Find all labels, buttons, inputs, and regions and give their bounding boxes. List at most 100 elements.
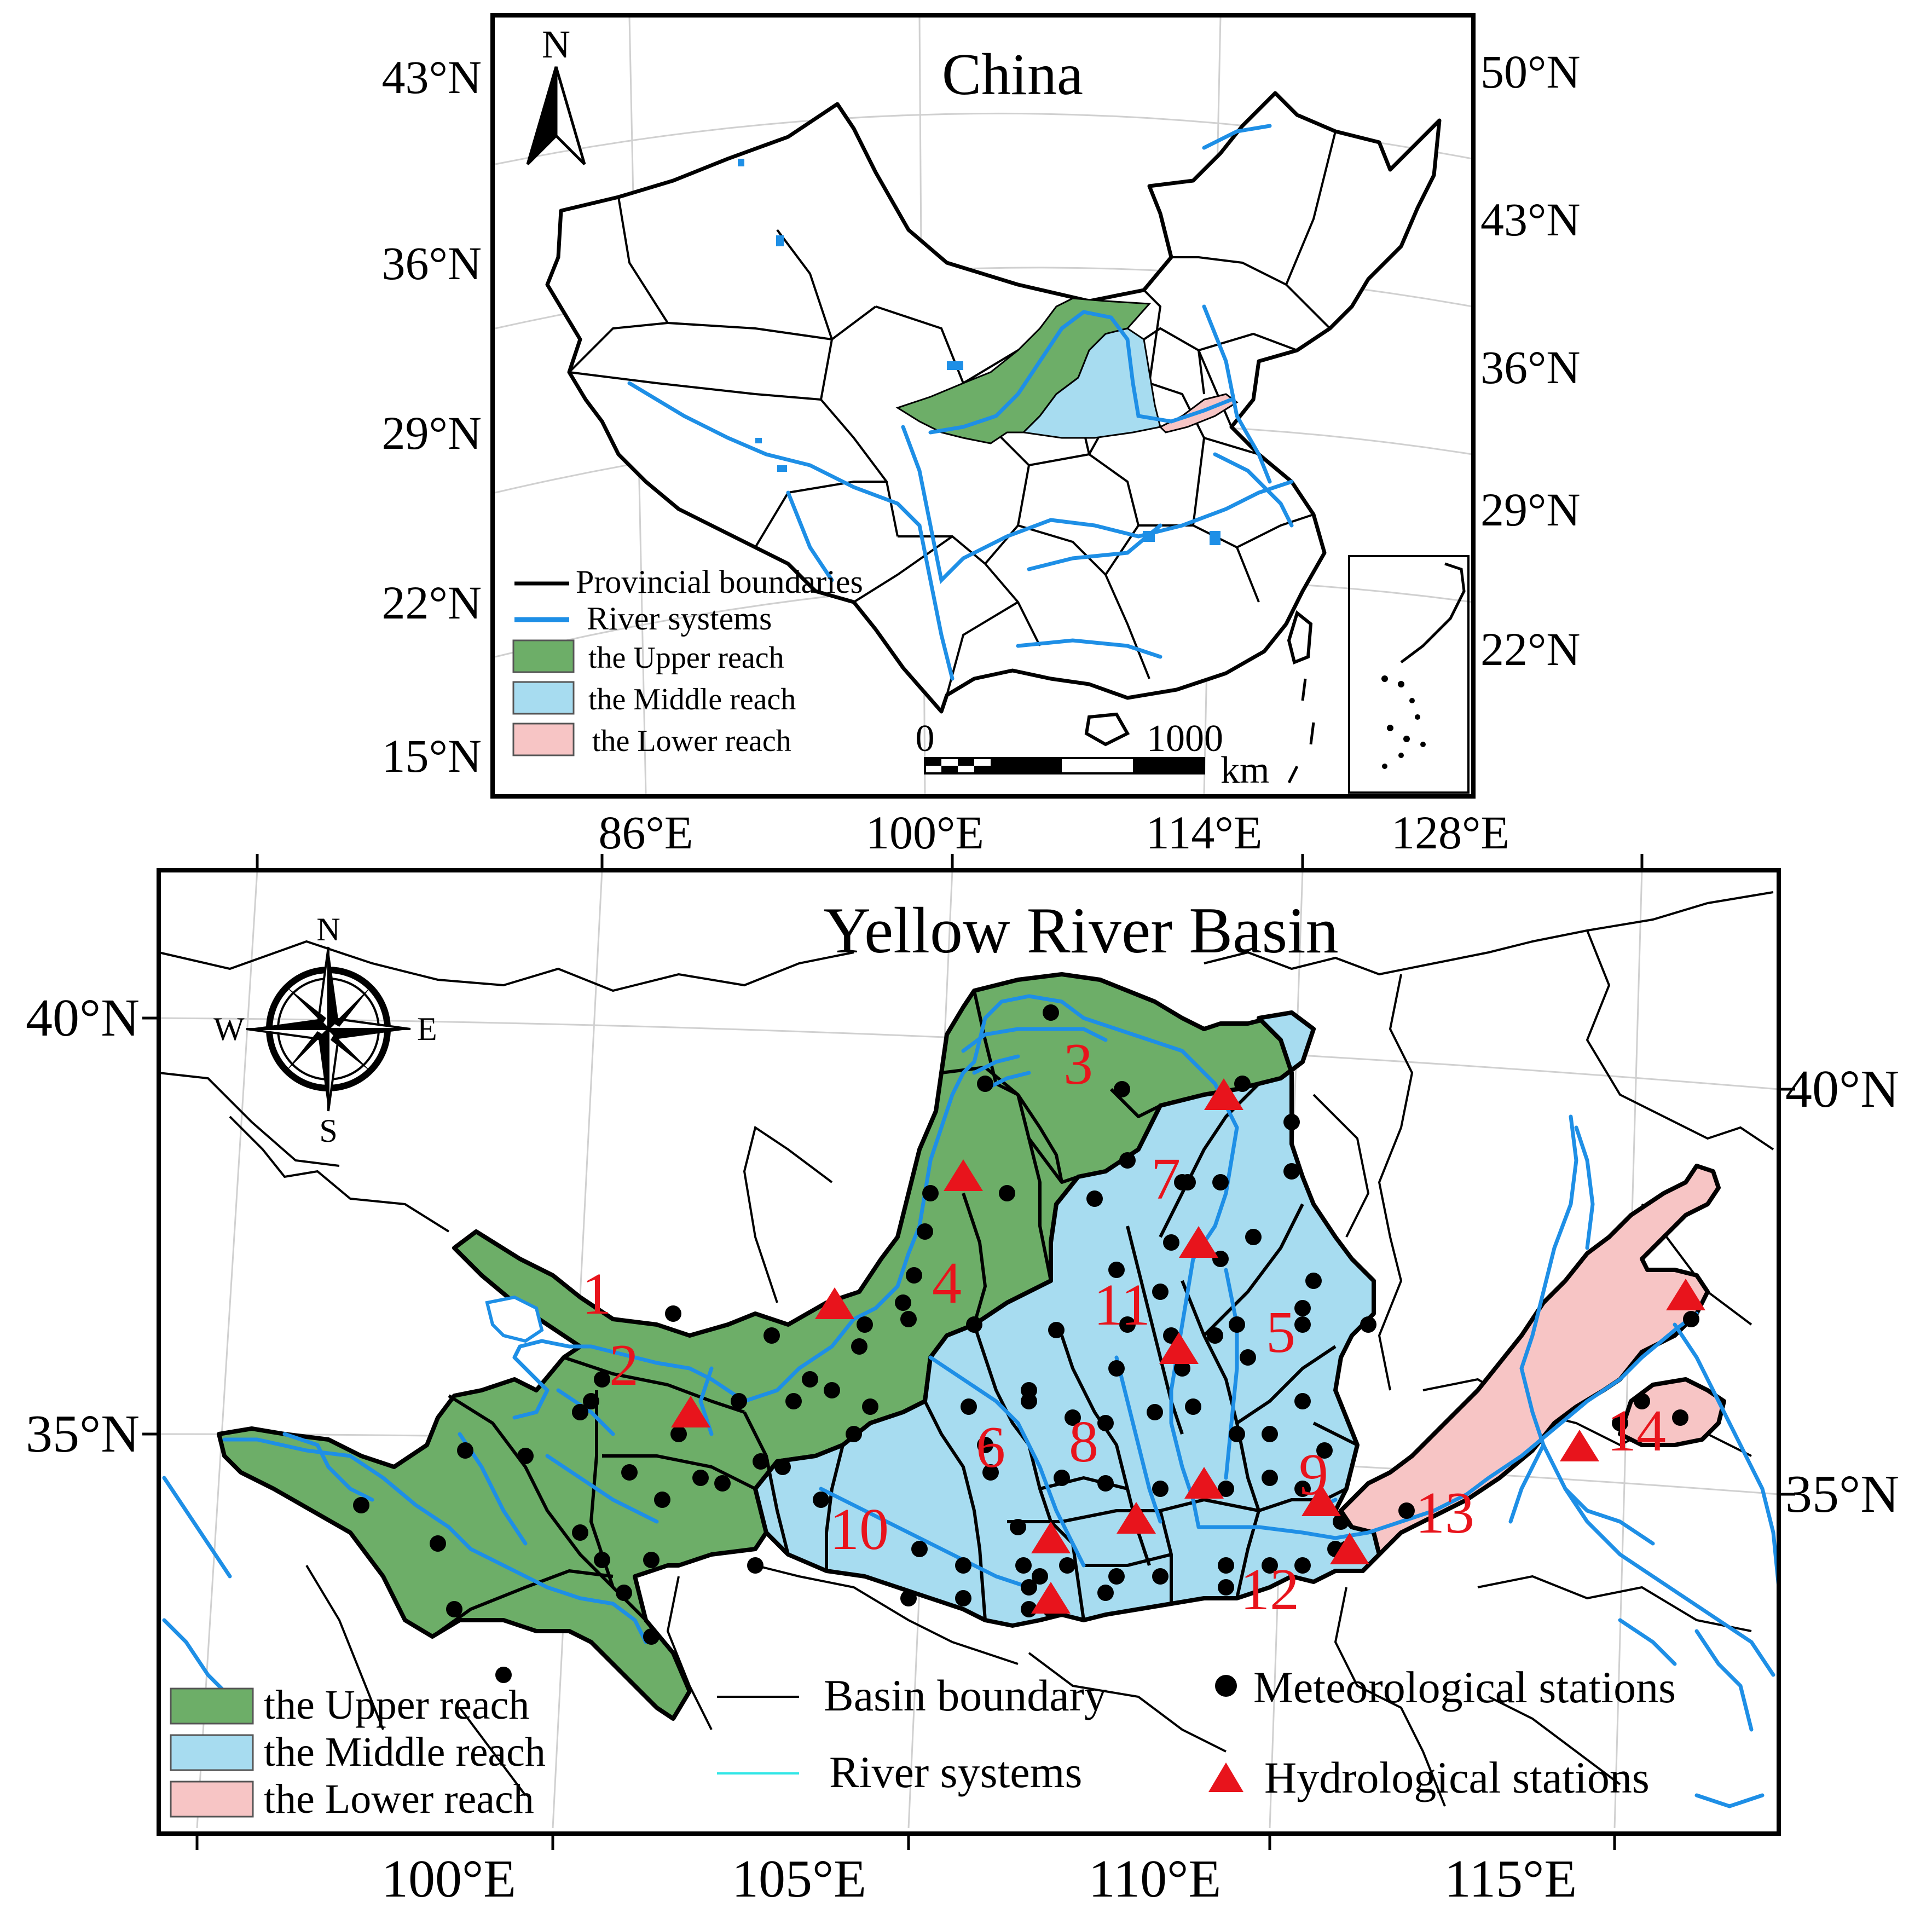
china-lat-right-36: 36°N bbox=[1480, 341, 1581, 394]
basin-legend-rivers-label: River systems bbox=[829, 1747, 1082, 1797]
basin-legend-lower-label: the Lower reach bbox=[264, 1776, 534, 1822]
subbasin-label-8: 8 bbox=[1069, 1409, 1098, 1475]
basin-lat-right-40: 40°N bbox=[1785, 1060, 1899, 1119]
basin-lat-right-35: 35°N bbox=[1785, 1465, 1899, 1524]
china-lon-128: 128°E bbox=[1391, 806, 1509, 859]
legend-lower-swatch bbox=[512, 722, 575, 756]
subbasin-label-2: 2 bbox=[609, 1333, 639, 1398]
basin-legend-met-symbol bbox=[1215, 1675, 1237, 1697]
compass-rose: N S E W bbox=[213, 911, 437, 1149]
compass-s-label: S bbox=[319, 1113, 337, 1149]
china-lon-114: 114°E bbox=[1146, 806, 1263, 859]
subbasin-label-4: 4 bbox=[932, 1251, 962, 1316]
basin-lon-labels: 100°E 105°E 110°E 115°E bbox=[381, 1849, 1577, 1909]
qinghai-lake bbox=[485, 1295, 544, 1343]
compass-w-label: W bbox=[213, 1011, 245, 1047]
legend-middle-swatch bbox=[512, 681, 575, 715]
compass-n-label: N bbox=[316, 911, 340, 947]
meteorological-stations bbox=[353, 1004, 1699, 1683]
basin-legend-met-label: Meteorological stations bbox=[1253, 1662, 1676, 1712]
hainan-island bbox=[1084, 712, 1130, 747]
china-lat-right-50: 50°N bbox=[1480, 45, 1581, 98]
basin-frame-ticks bbox=[142, 854, 1795, 1850]
legend-upper-swatch bbox=[512, 639, 575, 673]
china-legend: Provincial boundaries River systems the … bbox=[512, 564, 863, 758]
china-north-arrow: N bbox=[526, 22, 586, 165]
subbasin-label-12: 12 bbox=[1240, 1557, 1299, 1622]
basin-map-frame bbox=[157, 868, 1781, 1836]
taiwan-island bbox=[1287, 610, 1313, 665]
inset-coastline bbox=[1400, 562, 1466, 663]
subbasin-label-14: 14 bbox=[1607, 1398, 1666, 1464]
legend-lower-label: the Lower reach bbox=[592, 724, 791, 758]
subbasin-label-6: 6 bbox=[976, 1415, 1005, 1480]
north-arrow-left-half bbox=[526, 66, 558, 165]
basin-middle-reach bbox=[753, 1010, 1381, 1628]
basin-map-title: Yellow River Basin bbox=[823, 894, 1338, 967]
china-lakes bbox=[738, 159, 1220, 545]
china-lat-right-29: 29°N bbox=[1480, 483, 1581, 536]
subbasin-boundaries bbox=[431, 990, 1358, 1638]
basin-lon-115: 115°E bbox=[1444, 1849, 1577, 1909]
subbasin-label-9: 9 bbox=[1299, 1442, 1328, 1507]
basin-lon-100: 100°E bbox=[381, 1849, 516, 1909]
basin-lon-110: 110°E bbox=[1089, 1849, 1221, 1909]
legend-upper-label: the Upper reach bbox=[588, 641, 784, 675]
basin-legend-middle-swatch bbox=[170, 1734, 254, 1771]
china-lon-86: 86°E bbox=[599, 806, 693, 859]
scale-unit-label: km bbox=[1220, 749, 1269, 791]
basin-river-systems bbox=[162, 994, 1781, 1808]
basin-lat-left-35: 35°N bbox=[26, 1404, 140, 1464]
scale-end-label: 1000 bbox=[1147, 718, 1223, 760]
scale-start-label: 0 bbox=[916, 718, 935, 760]
basin-legend-upper-label: the Upper reach bbox=[264, 1682, 529, 1728]
compass-e-label: E bbox=[417, 1011, 437, 1047]
south-china-sea-inset bbox=[1348, 555, 1470, 794]
legend-middle-label: the Middle reach bbox=[588, 683, 796, 716]
china-lat-right-22: 22°N bbox=[1480, 623, 1581, 675]
china-lon-100: 100°E bbox=[866, 806, 984, 859]
china-lat-labels-left: 43°N 36°N 29°N 22°N 15°N bbox=[382, 51, 482, 782]
china-map-title: China bbox=[942, 42, 1083, 107]
basin-legend-boundary-label: Basin boundary bbox=[824, 1671, 1107, 1720]
subbasin-label-1: 1 bbox=[582, 1262, 611, 1327]
basin-legend-hydro-label: Hydrological stations bbox=[1264, 1753, 1650, 1802]
china-river-systems bbox=[627, 124, 1294, 681]
china-map-frame bbox=[490, 13, 1476, 799]
china-middle-reach bbox=[1021, 327, 1161, 439]
china-lon-labels: 86°E 100°E 114°E 128°E bbox=[599, 806, 1509, 859]
basin-lower-reach bbox=[1339, 1164, 1721, 1573]
china-scale-bar: 0 1000 km bbox=[916, 718, 1270, 791]
nine-dash-line bbox=[1287, 678, 1315, 784]
legend-rivers-label: River systems bbox=[587, 600, 772, 637]
legend-provincial-label: Provincial boundaries bbox=[576, 564, 863, 600]
north-arrow-right-half bbox=[554, 66, 586, 165]
basin-legend: the Upper reach the Middle reach the Low… bbox=[170, 1662, 1676, 1822]
china-lat-right-43: 43°N bbox=[1480, 193, 1581, 246]
basin-lat-left-40: 40°N bbox=[26, 989, 140, 1048]
china-map: 43°N 36°N 29°N 22°N 15°N 50°N 43°N 36°N … bbox=[382, 13, 1581, 859]
basin-legend-upper-swatch bbox=[170, 1687, 254, 1725]
inset-islands bbox=[1381, 675, 1426, 769]
basin-legend-hydro-symbol bbox=[1208, 1762, 1243, 1792]
china-north-label: N bbox=[542, 22, 570, 66]
china-lat-left-22: 22°N bbox=[382, 576, 482, 629]
basin-map: 1 2 3 4 5 6 7 8 9 10 11 12 13 14 Yellow … bbox=[26, 854, 1899, 1909]
china-lat-left-36: 36°N bbox=[382, 237, 482, 290]
basin-lat-labels: 40°N 35°N 40°N 35°N bbox=[26, 989, 1899, 1524]
china-lat-left-29: 29°N bbox=[382, 407, 482, 459]
china-lat-left-15: 15°N bbox=[382, 730, 482, 782]
subbasin-labels: 1 2 3 4 5 6 7 8 9 10 11 12 13 14 bbox=[582, 1032, 1666, 1622]
basin-lon-105: 105°E bbox=[732, 1849, 866, 1909]
subbasin-label-13: 13 bbox=[1415, 1481, 1474, 1546]
subbasin-label-11: 11 bbox=[1094, 1273, 1150, 1338]
subbasin-label-5: 5 bbox=[1266, 1300, 1295, 1365]
hydrological-stations bbox=[671, 1078, 1705, 1614]
china-lat-labels-right: 50°N 43°N 36°N 29°N 22°N bbox=[1480, 45, 1581, 675]
subbasin-label-10: 10 bbox=[830, 1497, 889, 1562]
basin-legend-middle-label: the Middle reach bbox=[264, 1729, 546, 1775]
china-lat-left-43: 43°N bbox=[382, 51, 482, 103]
subbasin-label-7: 7 bbox=[1151, 1147, 1181, 1212]
basin-legend-lower-swatch bbox=[170, 1781, 254, 1818]
